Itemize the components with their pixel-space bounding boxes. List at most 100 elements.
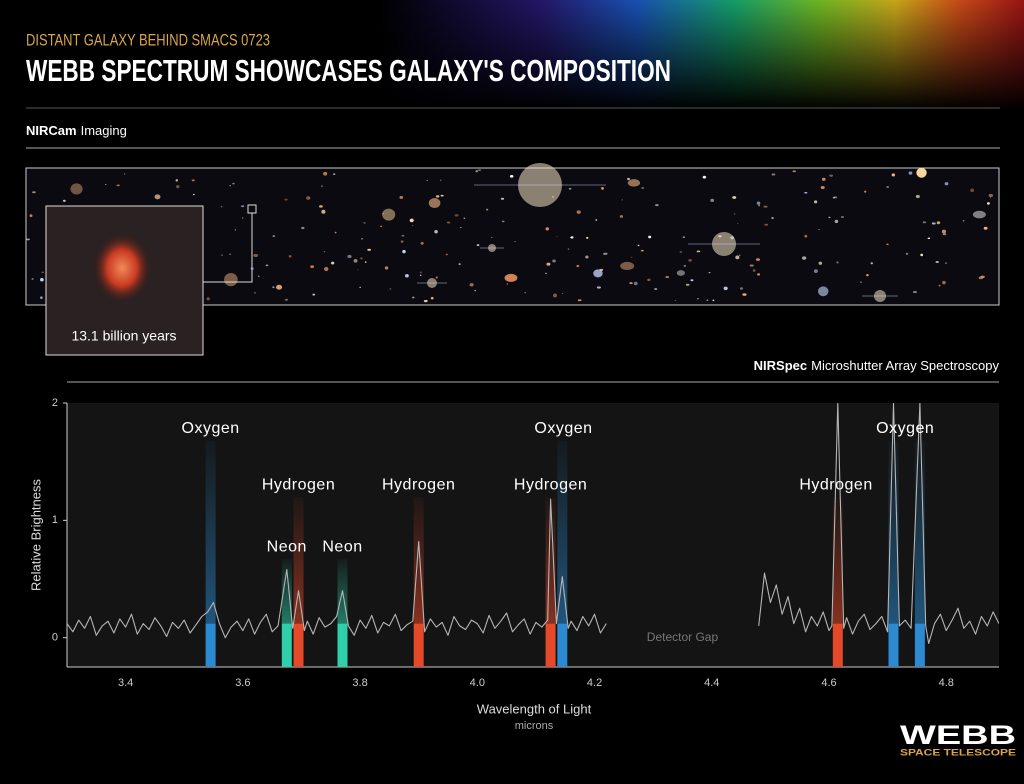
emission-band-base: [293, 623, 304, 667]
galaxy: [469, 283, 474, 287]
spectrum-chart: 0 1 2 3.4 3.6 3.8 4.0 4.2 4.4 4.6 4.8 Oxygen Hydroge…: [52, 397, 999, 689]
galaxy: [712, 299, 715, 301]
galaxy: [891, 173, 896, 177]
gap-label: Detector Gap: [647, 630, 719, 644]
page-title: WEBB SPECTRUM SHOWCASES GALAXY'S COMPOSI…: [26, 53, 671, 88]
galaxy: [820, 185, 825, 189]
galaxy: [553, 293, 557, 298]
galaxy: [683, 264, 687, 267]
galaxy: [738, 254, 741, 257]
galaxy: [814, 200, 818, 204]
galaxy: [764, 223, 769, 226]
galaxy: [545, 227, 550, 231]
y-tick-label: 2: [52, 397, 58, 409]
galaxy: [570, 236, 574, 239]
galaxy: [434, 230, 438, 234]
galaxy: [637, 244, 640, 247]
galaxy: [962, 220, 965, 222]
galaxy-zoom: [92, 232, 152, 304]
element-label: Hydrogen: [799, 476, 872, 493]
galaxy: [655, 204, 659, 207]
element-label: Oxygen: [534, 420, 592, 437]
galaxy: [886, 186, 890, 188]
galaxy: [755, 258, 761, 261]
galaxy: [509, 175, 514, 178]
mode: Microshutter Array Spectroscopy: [811, 358, 999, 373]
galaxy: [324, 266, 329, 272]
x-tick-label: 4.0: [470, 677, 485, 689]
galaxy: [175, 179, 179, 182]
galaxy: [916, 167, 927, 178]
galaxy: [104, 183, 107, 185]
galaxy: [627, 177, 631, 180]
galaxy: [435, 276, 438, 279]
galaxy: [224, 272, 238, 287]
galaxy: [648, 235, 652, 239]
galaxy: [627, 179, 641, 187]
galaxy: [459, 226, 462, 229]
galaxy: [400, 240, 404, 243]
galaxy: [763, 205, 768, 208]
galaxy: [983, 226, 988, 230]
galaxy: [41, 271, 44, 273]
galaxy: [708, 271, 711, 274]
galaxy: [419, 271, 422, 274]
galaxy: [428, 197, 441, 209]
emission-band-base: [832, 623, 843, 667]
galaxy: [866, 274, 869, 277]
galaxy: [577, 299, 582, 302]
galaxy: [593, 269, 603, 278]
galaxy: [804, 191, 808, 194]
galaxy: [828, 216, 831, 219]
galaxy: [501, 220, 505, 223]
galaxy: [360, 238, 364, 240]
emission-band-base: [914, 623, 925, 667]
galaxy: [32, 191, 36, 194]
galaxy: [941, 229, 946, 234]
instrument: NIRCam: [26, 123, 77, 138]
galaxy: [836, 261, 839, 264]
galaxy: [818, 261, 823, 265]
galaxy: [253, 253, 259, 258]
galaxy: [641, 187, 645, 189]
galaxy: [674, 300, 676, 301]
connector: [203, 213, 253, 283]
galaxy: [412, 224, 414, 227]
logo-subtitle: SPACE TELESCOPE: [900, 747, 1016, 757]
galaxy: [758, 204, 761, 207]
galaxy: [749, 264, 754, 267]
galaxy: [630, 256, 633, 258]
galaxy: [546, 262, 551, 266]
emission-band: [832, 497, 843, 624]
galaxy: [938, 284, 941, 287]
galaxy: [420, 241, 424, 245]
galaxy: [439, 179, 442, 181]
galaxy: [257, 275, 260, 277]
galaxy: [353, 259, 358, 263]
galaxy: [621, 199, 623, 201]
galaxy: [306, 196, 311, 200]
galaxy: [988, 193, 994, 198]
galaxy: [620, 261, 635, 271]
galaxy: [389, 288, 392, 290]
y-tick-label: 1: [52, 514, 58, 526]
element-label: Neon: [267, 539, 307, 556]
galaxy: [980, 275, 985, 279]
galaxy: [240, 205, 245, 208]
header-fade: [380, 0, 1024, 110]
galaxy: [412, 296, 415, 299]
y-axis-title: Relative Brightness: [28, 479, 43, 591]
emission-band: [281, 559, 292, 624]
emission-band: [293, 497, 304, 624]
galaxy: [706, 299, 709, 301]
galaxy: [220, 254, 224, 256]
galaxy: [504, 273, 518, 282]
galaxy: [458, 263, 461, 265]
galaxy: [690, 279, 694, 282]
element-label: Oxygen: [876, 420, 934, 437]
galaxy: [813, 269, 818, 274]
galaxy: [229, 253, 231, 255]
galaxy: [742, 293, 747, 296]
galaxy: [220, 205, 223, 208]
